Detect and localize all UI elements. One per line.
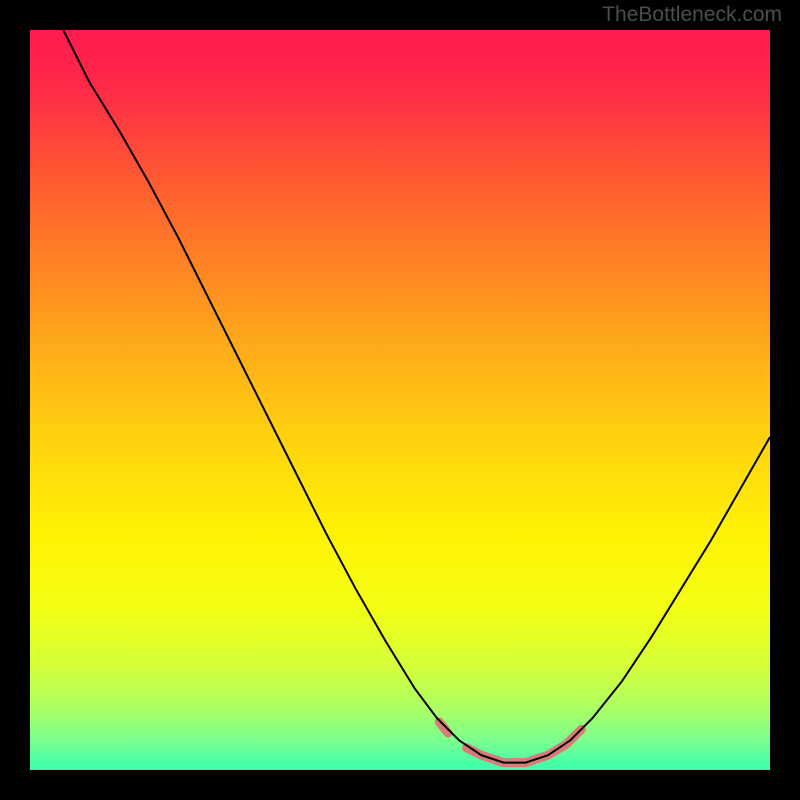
chart-svg	[30, 30, 770, 770]
chart-container	[30, 30, 770, 770]
bottleneck-curve	[63, 30, 770, 763]
watermark-text: TheBottleneck.com	[602, 3, 782, 27]
